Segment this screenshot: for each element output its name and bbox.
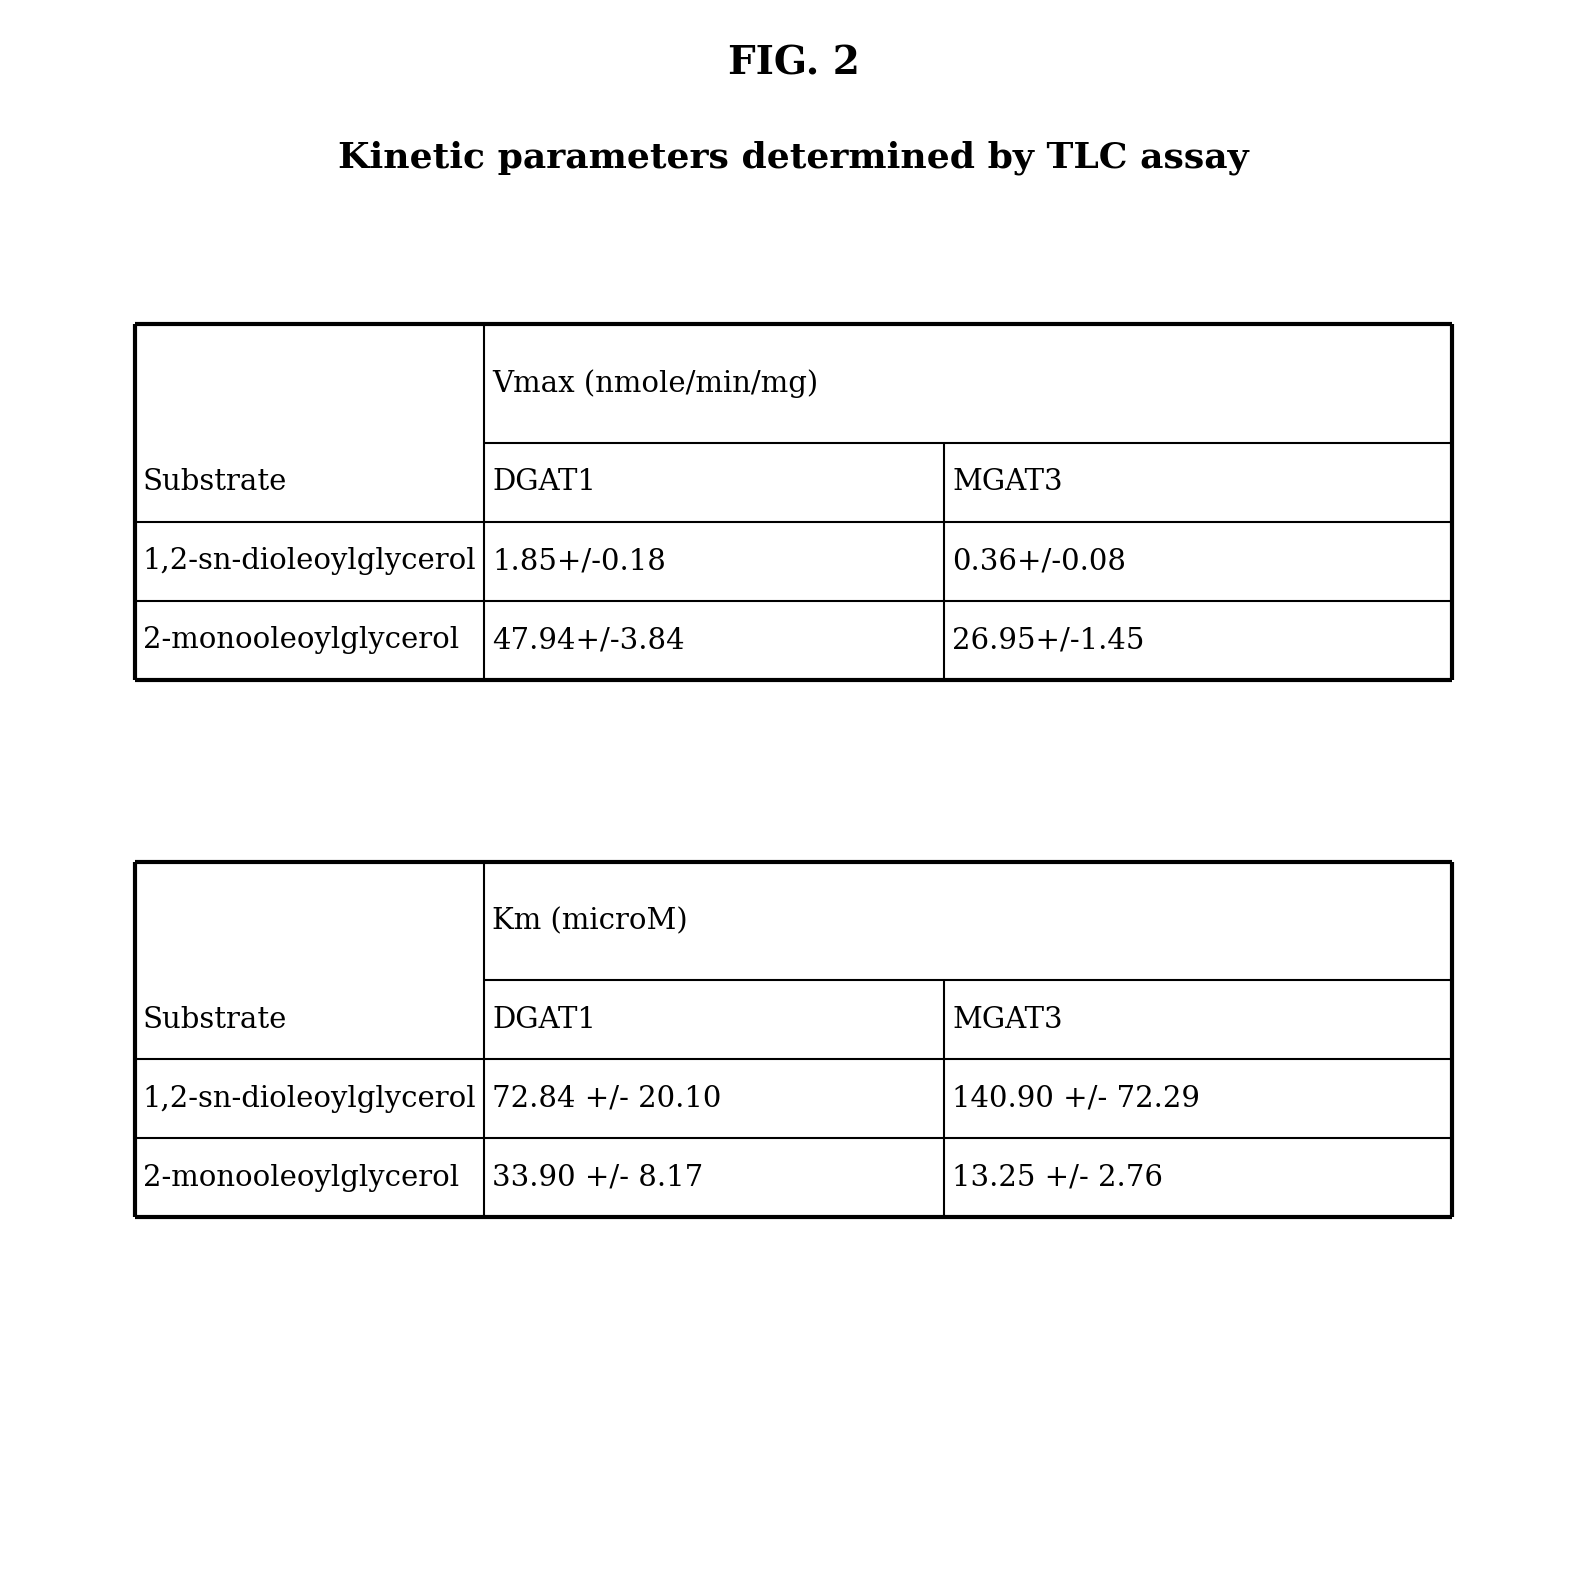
Text: 26.95+/-1.45: 26.95+/-1.45 bbox=[952, 626, 1144, 655]
Text: MGAT3: MGAT3 bbox=[952, 1006, 1063, 1034]
Text: 2-monooleoylglycerol: 2-monooleoylglycerol bbox=[143, 1164, 459, 1192]
Text: Substrate: Substrate bbox=[143, 468, 287, 496]
Text: Vmax (nmole/min/mg): Vmax (nmole/min/mg) bbox=[492, 368, 817, 398]
Text: Km (microM): Km (microM) bbox=[492, 907, 687, 934]
Text: Substrate: Substrate bbox=[143, 1006, 287, 1034]
Text: 0.36+/-0.08: 0.36+/-0.08 bbox=[952, 547, 1127, 575]
Text: 1,2-sn-dioleoylglycerol: 1,2-sn-dioleoylglycerol bbox=[143, 1085, 476, 1113]
Text: 72.84 +/- 20.10: 72.84 +/- 20.10 bbox=[492, 1085, 722, 1113]
Text: 33.90 +/- 8.17: 33.90 +/- 8.17 bbox=[492, 1164, 703, 1192]
Text: MGAT3: MGAT3 bbox=[952, 468, 1063, 496]
Text: DGAT1: DGAT1 bbox=[492, 1006, 595, 1034]
Text: 1.85+/-0.18: 1.85+/-0.18 bbox=[492, 547, 667, 575]
Text: 140.90 +/- 72.29: 140.90 +/- 72.29 bbox=[952, 1085, 1200, 1113]
Text: 13.25 +/- 2.76: 13.25 +/- 2.76 bbox=[952, 1164, 1163, 1192]
Text: 47.94+/-3.84: 47.94+/-3.84 bbox=[492, 626, 684, 655]
Text: DGAT1: DGAT1 bbox=[492, 468, 595, 496]
Text: 1,2-sn-dioleoylglycerol: 1,2-sn-dioleoylglycerol bbox=[143, 547, 476, 575]
Text: Kinetic parameters determined by TLC assay: Kinetic parameters determined by TLC ass… bbox=[338, 141, 1249, 175]
Text: FIG. 2: FIG. 2 bbox=[727, 44, 860, 82]
Text: 2-monooleoylglycerol: 2-monooleoylglycerol bbox=[143, 626, 459, 655]
